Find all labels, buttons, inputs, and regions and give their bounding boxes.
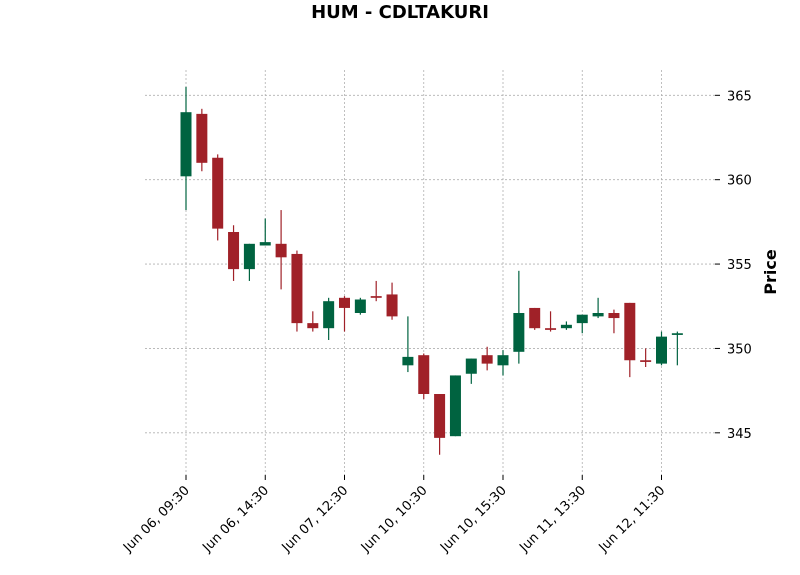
y-tick-label: 365 — [727, 89, 752, 104]
candle-body — [465, 358, 477, 374]
x-tick-label: Jun 06, 14:30 — [199, 483, 272, 556]
candle-body — [481, 355, 493, 364]
candle-up — [656, 331, 667, 366]
candle-down — [212, 154, 224, 241]
candle-body — [608, 313, 620, 319]
candle-down — [640, 348, 652, 367]
candle-body — [545, 328, 557, 330]
candle-body — [592, 313, 604, 317]
chart-title: HUM - CDLTAKURI — [311, 2, 489, 23]
candle-body — [624, 302, 636, 361]
candle-body — [370, 296, 382, 298]
candle-down — [481, 346, 493, 371]
candle-body — [386, 294, 398, 317]
candle-down — [275, 210, 287, 290]
candle-up — [592, 297, 604, 319]
candle-body — [576, 314, 588, 324]
candle-up — [243, 243, 255, 281]
candle-body — [640, 360, 652, 362]
x-tick-label: Jun 10, 10:30 — [358, 483, 431, 556]
y-tick-label: 345 — [727, 427, 752, 442]
candle-up — [671, 331, 683, 366]
y-axis-label: Price — [761, 249, 780, 295]
candle-body — [339, 297, 350, 308]
candle-down — [608, 309, 620, 334]
candle-down — [370, 280, 382, 302]
candle-body — [656, 336, 667, 364]
candle-down — [307, 311, 319, 332]
candle-up — [465, 358, 477, 384]
candle-body — [418, 355, 430, 394]
y-tick-label: 360 — [727, 174, 752, 189]
candle-body — [529, 307, 541, 329]
candle-body — [402, 356, 414, 366]
candle-up — [576, 314, 588, 334]
x-tick-label: Jun 07, 12:30 — [279, 483, 352, 556]
candle-up — [402, 316, 414, 373]
x-tick-label: Jun 10, 15:30 — [437, 483, 510, 556]
candle-up — [354, 297, 366, 315]
candle-up — [180, 86, 192, 211]
candle-layer — [180, 86, 683, 455]
y-tick-label: 355 — [727, 258, 752, 273]
candle-up — [560, 321, 572, 330]
candle-body — [671, 333, 683, 335]
candle-down — [624, 302, 636, 378]
candle-down — [291, 250, 303, 332]
candle-body — [243, 243, 255, 270]
candle-up — [513, 270, 525, 364]
candle-body — [354, 299, 366, 313]
candle-down — [386, 282, 398, 320]
x-tick-label: Jun 12, 11:30 — [596, 483, 669, 556]
candle-up — [259, 218, 271, 246]
candle-body — [513, 313, 525, 352]
candle-body — [180, 112, 192, 177]
y-tick-label: 350 — [727, 342, 752, 357]
candle-body — [323, 301, 335, 329]
candle-body — [434, 394, 446, 438]
x-tick-label: Jun 06, 09:30 — [120, 483, 193, 556]
candle-body — [228, 232, 240, 270]
candle-up — [497, 350, 509, 376]
candle-body — [497, 355, 509, 366]
candle-body — [196, 113, 208, 163]
candle-body — [259, 242, 271, 246]
candle-body — [307, 323, 319, 329]
candle-down — [196, 108, 208, 172]
grid-layer — [145, 70, 715, 475]
candle-down — [339, 296, 350, 332]
candle-down — [434, 394, 446, 455]
candle-up — [323, 297, 335, 340]
candle-down — [545, 311, 557, 332]
candle-down — [418, 353, 430, 400]
candle-up — [449, 375, 461, 437]
candle-body — [212, 157, 224, 229]
x-tick-label: Jun 11, 13:30 — [516, 483, 589, 556]
candle-down — [529, 307, 541, 330]
candle-body — [449, 375, 461, 437]
candle-down — [228, 225, 240, 281]
candle-body — [560, 324, 572, 329]
candle-body — [275, 243, 287, 258]
candle-body — [291, 253, 303, 324]
